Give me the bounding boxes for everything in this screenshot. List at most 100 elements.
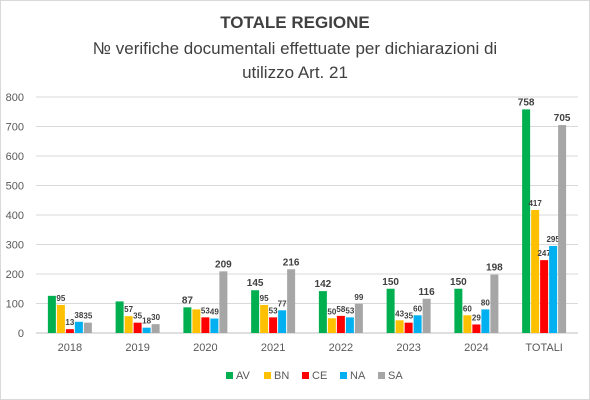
bar-ce-2024 — [472, 324, 481, 333]
x-tick-label: 2018 — [58, 342, 82, 354]
bar-av-2023 — [386, 288, 395, 333]
bar-na-2018 — [74, 321, 83, 333]
bar-na-2019 — [142, 327, 151, 333]
x-tick-label: 2019 — [125, 342, 149, 354]
legend-label-bn: BN — [274, 370, 289, 382]
legend-label-ce: CE — [312, 370, 327, 382]
data-label: 705 — [554, 113, 571, 124]
y-tick-label: 300 — [6, 240, 24, 252]
data-label: 35 — [133, 312, 142, 321]
data-label: 95 — [56, 294, 65, 303]
data-label: 77 — [278, 299, 287, 308]
bar-na-2024 — [481, 309, 490, 333]
bar-sa-2021 — [287, 269, 296, 333]
y-tick-label: 500 — [6, 181, 24, 193]
y-tick-label: 100 — [6, 299, 24, 311]
chart-subtitle-line-2: utilizzo Art. 21 — [242, 63, 348, 82]
data-label: 295 — [546, 235, 560, 244]
data-label: 60 — [463, 304, 472, 313]
bar-ce-2022 — [336, 315, 345, 333]
legend-swatch-av — [226, 372, 233, 379]
bar-bn-2018 — [56, 304, 65, 333]
legend-label-na: NA — [350, 370, 366, 382]
bar-sa-2019 — [151, 324, 160, 333]
data-label: 95 — [260, 294, 269, 303]
y-tick-label: 200 — [6, 269, 24, 281]
bar-bn-2020 — [192, 309, 201, 333]
bar-av-totali — [522, 109, 531, 333]
legend-label-sa: SA — [388, 370, 403, 382]
legend-swatch-na — [340, 372, 347, 379]
x-tick-label: 2024 — [464, 342, 488, 354]
bar-sa-2018 — [83, 322, 92, 333]
data-label: 216 — [283, 257, 300, 268]
x-tick-label: 2020 — [193, 342, 217, 354]
legend-swatch-sa — [378, 372, 385, 379]
bar-bn-2022 — [327, 318, 336, 333]
data-label: 150 — [450, 277, 467, 288]
bar-av-2024 — [454, 288, 463, 333]
bar-ce-2023 — [404, 322, 413, 333]
data-label: 18 — [142, 317, 151, 326]
data-label: 53 — [345, 306, 354, 315]
bar-sa-2023 — [422, 298, 431, 333]
bar-bn-2024 — [463, 315, 472, 333]
bar-bn-2021 — [260, 304, 269, 333]
y-tick-label: 400 — [6, 210, 24, 222]
data-label: 53 — [201, 306, 210, 315]
data-label: 150 — [382, 277, 399, 288]
data-label: 49 — [210, 308, 219, 317]
data-label: 35 — [83, 312, 92, 321]
data-label: 198 — [486, 263, 503, 274]
bar-av-2020 — [183, 307, 192, 333]
x-tick-label: 2023 — [396, 342, 420, 354]
bar-av-2019 — [115, 301, 124, 333]
data-label: 13 — [65, 318, 74, 327]
data-label: 58 — [336, 305, 345, 314]
data-label: 50 — [327, 307, 336, 316]
x-tick-label: TOTALI — [525, 342, 563, 354]
legend-swatch-bn — [264, 372, 271, 379]
chart-subtitle-line-1: № verifiche documentali effettuate per d… — [92, 39, 498, 58]
bar-av-2021 — [251, 290, 260, 333]
bar-na-2023 — [413, 315, 422, 333]
data-label: 209 — [215, 259, 232, 270]
bar-ce-2019 — [133, 322, 142, 333]
y-tick-label: 800 — [6, 92, 24, 104]
data-label: 247 — [537, 249, 551, 258]
data-label: 53 — [269, 306, 278, 315]
data-label: 57 — [124, 305, 133, 314]
data-label: 43 — [395, 309, 404, 318]
data-label: 38 — [74, 311, 83, 320]
bar-sa-2022 — [354, 303, 363, 333]
bar-na-totali — [549, 245, 558, 333]
x-tick-label: 2022 — [329, 342, 353, 354]
y-tick-label: 700 — [6, 122, 24, 134]
bar-av-2022 — [318, 291, 327, 333]
legend-swatch-ce — [302, 372, 309, 379]
data-label: 80 — [481, 298, 490, 307]
x-tick-label: 2021 — [261, 342, 285, 354]
data-label: 87 — [182, 295, 194, 306]
data-label: 35 — [404, 312, 413, 321]
data-label: 99 — [354, 293, 363, 302]
data-label: 142 — [315, 279, 332, 290]
bar-na-2020 — [210, 318, 219, 333]
data-label: 116 — [419, 287, 436, 298]
y-tick-label: 0 — [18, 328, 24, 340]
bar-ce-2021 — [269, 317, 278, 333]
data-label: 145 — [247, 278, 264, 289]
chart-title: TOTALE REGIONE — [220, 13, 370, 32]
bar-av-2018 — [47, 295, 56, 333]
bar-sa-totali — [558, 125, 567, 334]
legend-label-av: AV — [236, 370, 251, 382]
bar-na-2022 — [345, 317, 354, 333]
bar-na-2021 — [278, 310, 287, 333]
bar-ce-2018 — [65, 329, 74, 333]
bar-ce-2020 — [201, 317, 210, 333]
data-label: 60 — [413, 304, 422, 313]
bar-bn-2023 — [395, 320, 404, 333]
bar-bn-2019 — [124, 316, 133, 333]
bar-sa-2024 — [490, 274, 499, 333]
